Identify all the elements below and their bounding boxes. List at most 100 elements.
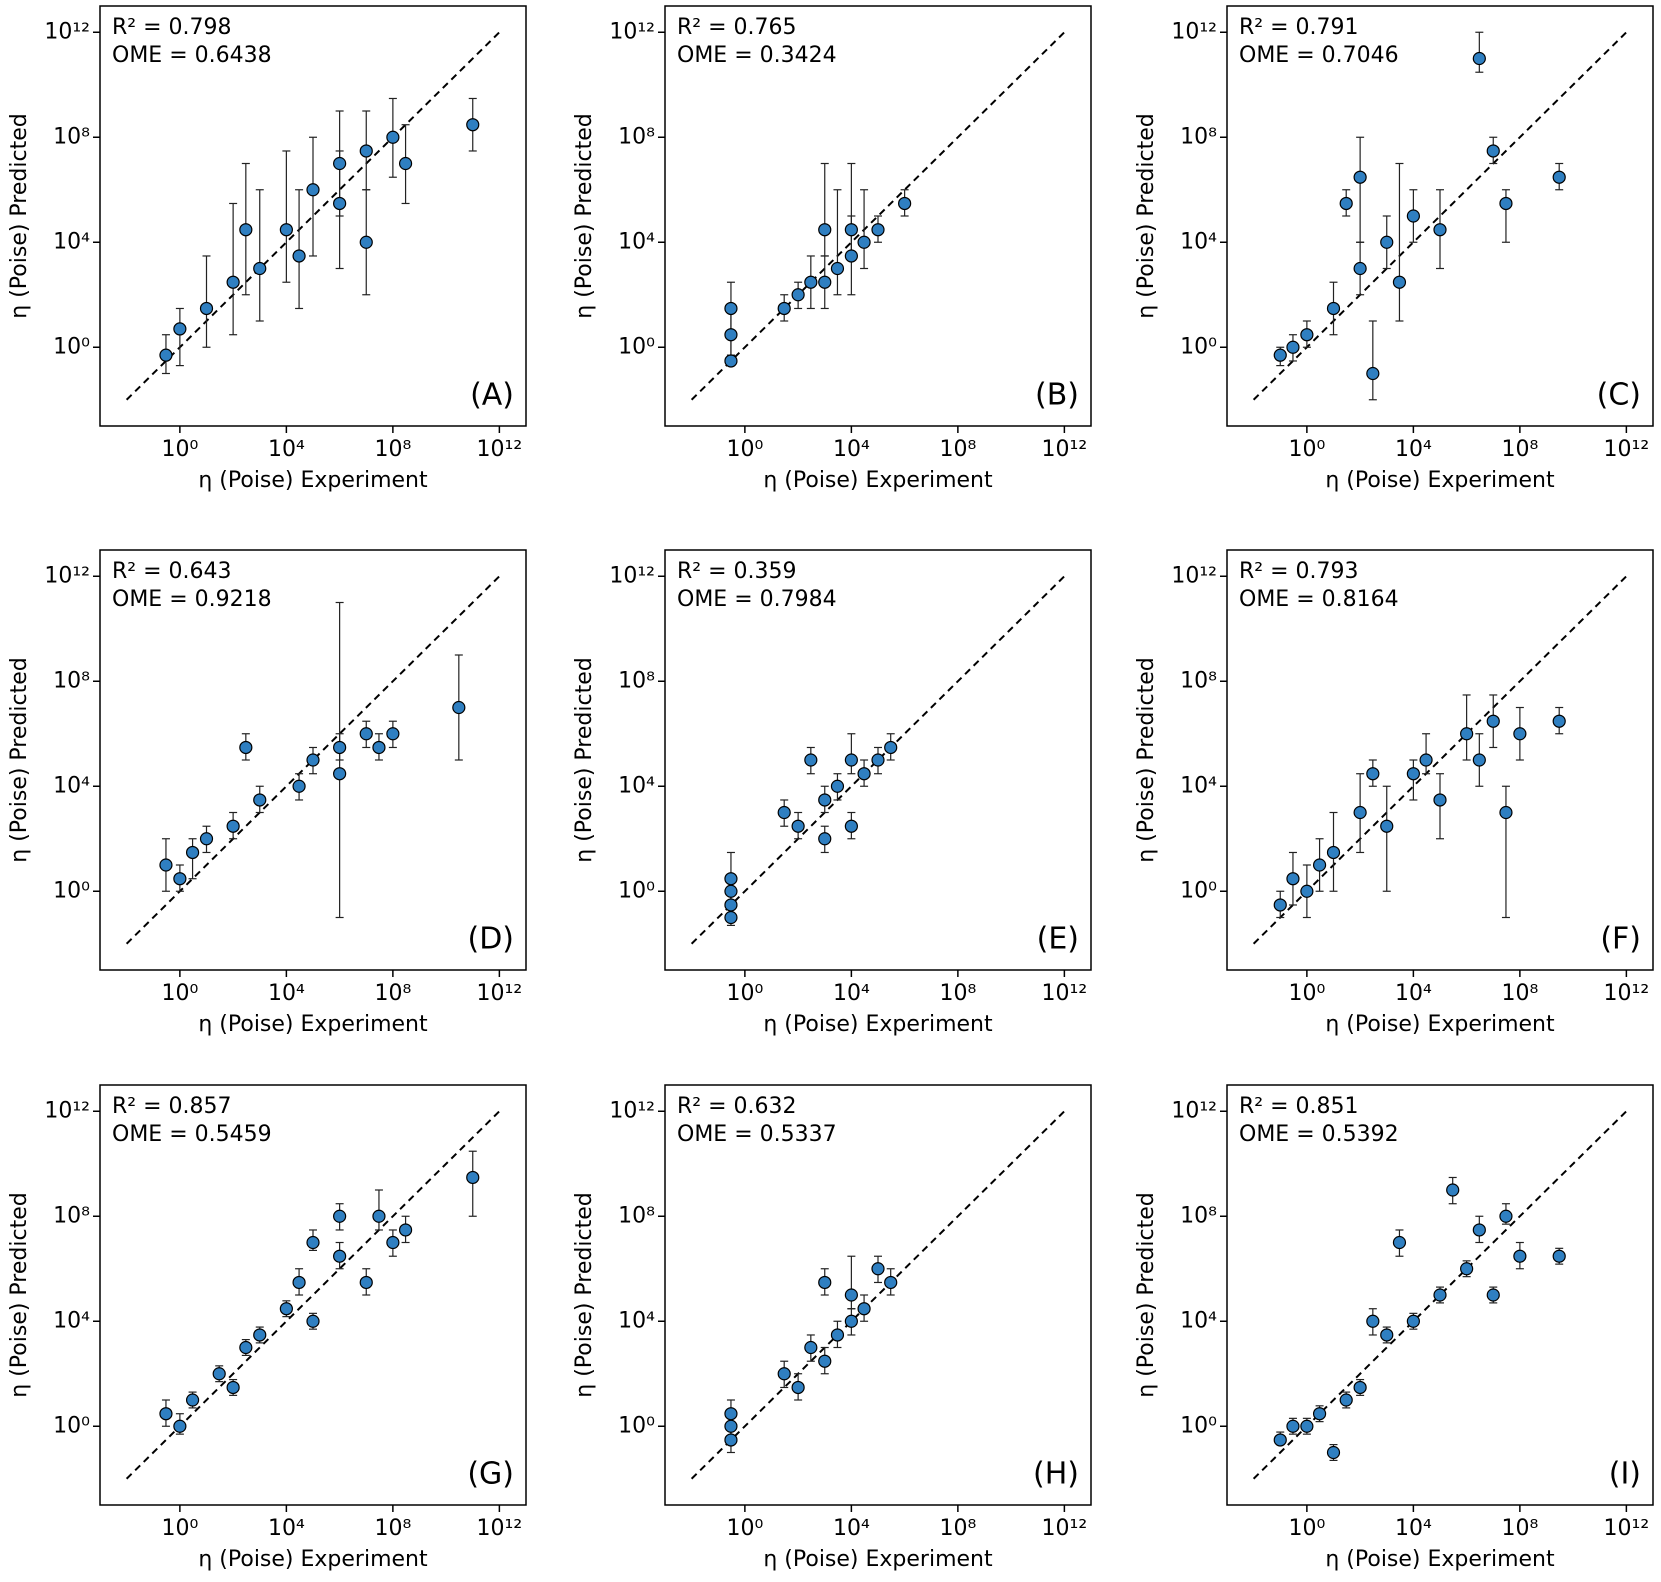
point xyxy=(159,348,173,362)
point xyxy=(844,249,858,263)
x-tick-label: 10⁰ xyxy=(161,437,198,462)
point xyxy=(185,1393,200,1407)
point xyxy=(1513,1249,1527,1263)
y-axis-label: η (Poise) Predicted xyxy=(572,657,597,862)
annotation: R² = 0.857 xyxy=(112,1094,232,1119)
y-tick-label: 10⁸ xyxy=(53,1203,90,1228)
x-tick-label: 10⁸ xyxy=(1501,1516,1538,1541)
y-tick-label: 10⁸ xyxy=(53,124,90,149)
annotation: R² = 0.632 xyxy=(677,1094,797,1119)
annotation: OME = 0.6438 xyxy=(112,43,272,68)
point xyxy=(1353,170,1367,184)
error-bar xyxy=(282,150,291,283)
point xyxy=(185,845,200,860)
x-tick-label: 10⁰ xyxy=(1288,437,1325,462)
x-tick-label: 10⁴ xyxy=(1395,1516,1432,1541)
point xyxy=(1472,51,1486,66)
point xyxy=(724,354,738,368)
point xyxy=(1353,805,1367,820)
point xyxy=(857,767,871,781)
y-tick-label: 10⁴ xyxy=(1180,773,1217,798)
x-axis-label: η (Poise) Experiment xyxy=(763,468,993,493)
point xyxy=(1486,144,1500,158)
point xyxy=(818,1354,832,1368)
point xyxy=(1392,1235,1407,1250)
annotation: R² = 0.791 xyxy=(1239,15,1359,40)
point xyxy=(253,1328,267,1342)
y-tick-label: 10¹² xyxy=(609,19,655,44)
point xyxy=(173,322,187,336)
point xyxy=(844,819,858,833)
plot-area xyxy=(690,1110,1066,1480)
y-tick-label: 10⁰ xyxy=(53,878,90,903)
identity-line xyxy=(1252,575,1628,945)
panel: 10⁰ 10⁴ 10⁸ 10¹² 10⁰ 10⁴ 10⁸ 10¹² η (Poise) Expe… xyxy=(7,1084,527,1572)
identity-line xyxy=(125,1110,501,1480)
x-tick-label: 10⁴ xyxy=(1395,981,1432,1006)
x-axis-label: η (Poise) Experiment xyxy=(1325,1012,1555,1037)
point xyxy=(466,1170,480,1185)
error-bar xyxy=(1368,320,1377,401)
point xyxy=(1486,1288,1500,1302)
point xyxy=(724,872,738,886)
error-bar xyxy=(295,189,304,310)
panel: 10⁰ 10⁴ 10⁸ 10¹² 10⁰ 10⁴ 10⁸ 10¹² η (Poise) Expe… xyxy=(7,5,527,493)
y-tick-label: 10⁴ xyxy=(53,1308,90,1333)
point xyxy=(1353,1380,1367,1395)
point xyxy=(279,223,293,237)
y-tick-label: 10⁴ xyxy=(618,773,655,798)
y-axis-label: η (Poise) Predicted xyxy=(572,113,597,318)
error-bar xyxy=(229,202,238,336)
point xyxy=(1286,340,1300,354)
x-tick-label: 10⁰ xyxy=(1288,981,1325,1006)
x-tick-label: 10¹² xyxy=(1604,981,1650,1006)
point xyxy=(1406,209,1420,223)
point xyxy=(1552,1249,1566,1263)
x-tick-label: 10⁸ xyxy=(374,437,411,462)
point xyxy=(306,1314,320,1328)
x-tick-label: 10¹² xyxy=(1604,437,1650,462)
point xyxy=(844,223,858,237)
annotation: R² = 0.851 xyxy=(1239,1094,1359,1119)
point xyxy=(857,235,871,249)
plot-area xyxy=(1252,1110,1628,1480)
point xyxy=(239,740,253,755)
y-axis-label: η (Poise) Predicted xyxy=(1134,657,1159,862)
y-tick-label: 10⁰ xyxy=(53,1413,90,1438)
x-axis-label: η (Poise) Experiment xyxy=(198,468,428,493)
point xyxy=(306,1235,320,1250)
point xyxy=(844,1288,858,1302)
axes-frame xyxy=(664,5,1092,427)
point xyxy=(279,1302,293,1316)
plot-area xyxy=(1252,575,1628,945)
y-tick-label: 10¹² xyxy=(1171,19,1217,44)
point xyxy=(724,884,738,898)
x-axis-label: η (Poise) Experiment xyxy=(1325,1547,1555,1572)
plot-area xyxy=(125,575,501,945)
point xyxy=(306,753,320,767)
point xyxy=(1300,884,1314,898)
panel-label: (B) xyxy=(1035,378,1079,413)
error-bar xyxy=(833,189,842,296)
point xyxy=(359,1275,373,1290)
annotation: OME = 0.5337 xyxy=(677,1122,837,1147)
x-tick-label: 10⁴ xyxy=(833,981,870,1006)
axes-frame xyxy=(99,5,527,427)
point xyxy=(173,872,187,886)
plot-area xyxy=(125,1110,501,1480)
x-tick-label: 10⁰ xyxy=(161,1516,198,1541)
point xyxy=(844,753,858,767)
annotation: OME = 0.7984 xyxy=(677,587,837,612)
panel: 10⁰ 10⁴ 10⁸ 10¹² 10⁰ 10⁴ 10⁸ 10¹² η (Poise) Expe… xyxy=(572,549,1092,1037)
point xyxy=(818,223,832,237)
point xyxy=(818,832,832,846)
annotation: R² = 0.765 xyxy=(677,15,797,40)
point xyxy=(1460,1262,1474,1276)
x-tick-label: 10⁸ xyxy=(1501,981,1538,1006)
point xyxy=(818,1275,832,1290)
y-tick-label: 10⁸ xyxy=(1180,1203,1217,1228)
y-tick-label: 10¹² xyxy=(609,563,655,588)
x-tick-label: 10⁰ xyxy=(726,981,763,1006)
error-bar xyxy=(726,281,735,356)
point xyxy=(857,1302,871,1316)
